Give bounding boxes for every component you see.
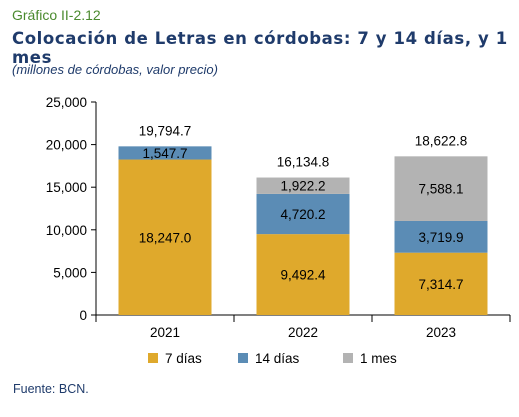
legend-swatch (238, 353, 248, 363)
legend-swatch (148, 353, 158, 363)
figure-number: Gráfico II-2.12 (12, 7, 101, 23)
total-label: 19,794.7 (139, 123, 192, 138)
data-label: 7,588.1 (418, 182, 463, 197)
y-tick-label: 0 (79, 308, 87, 323)
y-tick-label: 25,000 (46, 95, 87, 110)
source-note: Fuente: BCN. (13, 382, 89, 396)
x-tick-label: 2021 (150, 325, 180, 340)
data-label: 4,720.2 (280, 207, 325, 222)
x-tick-label: 2023 (426, 325, 456, 340)
data-label: 3,719.9 (418, 230, 463, 245)
y-tick-label: 10,000 (46, 223, 87, 238)
y-tick-label: 20,000 (46, 138, 87, 153)
legend-label: 1 mes (360, 351, 397, 366)
bar-segment (256, 177, 350, 194)
legend-label: 7 días (165, 351, 202, 366)
bar-segment (118, 159, 212, 315)
data-label: 18,247.0 (139, 230, 192, 245)
legend-label: 14 días (255, 351, 300, 366)
bar-segment (118, 146, 212, 160)
bar-segment (394, 156, 488, 221)
bar-segment (256, 193, 350, 235)
data-label: 9,492.4 (280, 268, 326, 283)
bar-segment (394, 252, 488, 315)
y-tick-label: 15,000 (46, 180, 87, 195)
total-label: 18,622.8 (415, 133, 468, 148)
x-tick-label: 2022 (288, 325, 318, 340)
data-label: 7,314.7 (418, 277, 463, 292)
bar-segment (394, 220, 488, 253)
legend-swatch (343, 353, 353, 363)
bar-segment (256, 234, 350, 315)
chart-title: Colocación de Letras en córdobas: 7 y 14… (12, 29, 508, 67)
data-label: 1,547.7 (142, 146, 187, 161)
data-label: 1,922.2 (280, 179, 325, 194)
y-tick-label: 5,000 (53, 265, 87, 280)
total-label: 16,134.8 (277, 155, 330, 170)
chart-subtitle: (millones de córdobas, valor precio) (12, 62, 218, 77)
